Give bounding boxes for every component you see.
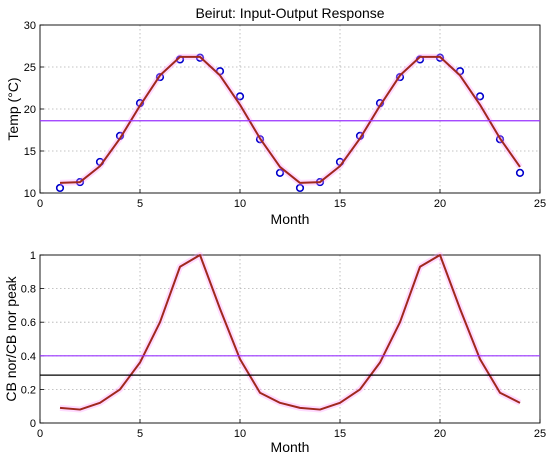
top-data-point — [515, 168, 525, 177]
bottom-series-line-glow — [59, 252, 522, 413]
top-xtick-label: 0 — [37, 198, 43, 210]
top-data-point — [295, 183, 305, 193]
top-ytick-label: 30 — [24, 20, 36, 32]
top-series-line — [59, 55, 521, 184]
top-data-point — [475, 92, 485, 101]
bottom-ytick-label: 1 — [30, 250, 36, 262]
bottom-xtick-label: 20 — [434, 428, 446, 440]
top-data-point — [255, 135, 265, 144]
bottom-xtick-label: 15 — [334, 428, 346, 440]
bottom-chart-xlabel: Month — [271, 439, 310, 455]
top-data-point — [495, 135, 505, 144]
top-xtick-label: 5 — [137, 198, 143, 210]
top-ytick-label: 25 — [24, 62, 36, 74]
top-series-line-glow — [59, 53, 523, 186]
top-ytick-label: 10 — [24, 188, 36, 200]
bottom-ytick-label: 0.8 — [21, 284, 36, 296]
bottom-chart-ticks: 0 5 10 15 20 25 0 0.2 0.4 0.6 0.8 1 — [21, 250, 546, 440]
bottom-ytick-label: 0.6 — [21, 317, 36, 329]
top-chart-series — [40, 53, 540, 193]
top-chart-ticks: 0 5 10 15 20 25 10 15 20 25 30 — [24, 20, 546, 210]
top-chart-xlabel: Month — [271, 211, 310, 227]
bottom-chart-frame — [39, 254, 541, 424]
top-xtick-label: 10 — [234, 198, 246, 210]
bottom-chart-series — [40, 252, 540, 413]
bottom-ytick-label: 0.2 — [21, 384, 36, 396]
top-chart: Beirut: Input-Output Response 0 5 10 15 20 25… — [5, 5, 546, 227]
bottom-xtick-label: 25 — [534, 428, 546, 440]
bottom-ytick-label: 0 — [30, 418, 36, 430]
bottom-chart: 0 5 10 15 20 25 0 0.2 0.4 0.6 0.8 1 Month CB nor/CB… — [3, 250, 546, 455]
top-xtick-label: 20 — [434, 198, 446, 210]
top-data-point — [155, 72, 165, 82]
bottom-chart-grid — [40, 255, 540, 423]
top-chart-ylabel: Temp (°C) — [5, 77, 21, 140]
top-ytick-label: 15 — [24, 146, 36, 158]
bottom-xtick-label: 0 — [37, 428, 43, 440]
top-data-point — [395, 72, 405, 82]
bottom-ytick-label: 0.4 — [21, 351, 36, 363]
top-chart-grid — [40, 25, 540, 193]
top-xtick-label: 15 — [334, 198, 346, 210]
bottom-series-line — [59, 254, 521, 411]
top-ytick-label: 20 — [24, 104, 36, 116]
top-data-point — [55, 183, 65, 193]
bottom-xtick-label: 5 — [137, 428, 143, 440]
bottom-chart-ylabel: CB nor/CB nor peak — [3, 275, 19, 401]
top-data-point — [275, 168, 285, 177]
top-data-point — [235, 92, 245, 101]
top-xtick-label: 25 — [534, 198, 546, 210]
top-chart-title: Beirut: Input-Output Response — [195, 5, 384, 21]
bottom-xtick-label: 10 — [234, 428, 246, 440]
